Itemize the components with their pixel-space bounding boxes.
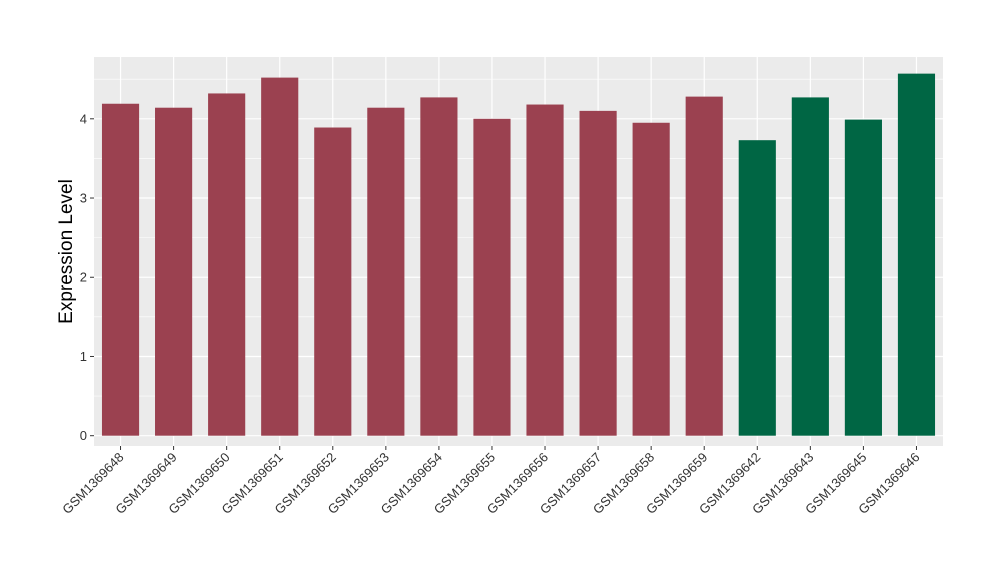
bar: [208, 93, 246, 436]
y-axis-title: Expression Level: [56, 179, 77, 324]
bar: [314, 127, 352, 436]
bar: [420, 97, 458, 436]
bar: [261, 77, 299, 436]
y-tick-label: 0: [80, 428, 87, 443]
bar: [632, 122, 670, 436]
bar: [791, 97, 829, 436]
bars-group: [101, 73, 936, 436]
y-axis: 0 1 2 3 4: [80, 111, 94, 443]
y-tick-label: 3: [80, 191, 87, 206]
bar: [473, 118, 511, 436]
bar: [844, 119, 882, 436]
x-axis: GSM1369648GSM1369649GSM1369650GSM1369651…: [59, 446, 923, 517]
y-tick-label: 1: [80, 349, 87, 364]
bar: [897, 73, 936, 436]
y-tick-label: 4: [80, 111, 87, 126]
bar: [526, 104, 564, 436]
bar: [155, 107, 193, 436]
y-tick-label: 2: [80, 270, 87, 285]
bar: [579, 110, 617, 436]
bar: [101, 103, 140, 436]
bar: [367, 107, 405, 436]
bar: [685, 96, 723, 436]
bar: [738, 140, 776, 436]
